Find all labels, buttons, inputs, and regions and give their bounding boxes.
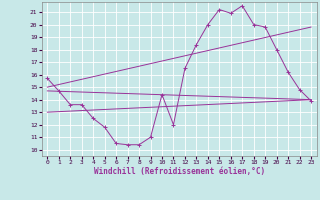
X-axis label: Windchill (Refroidissement éolien,°C): Windchill (Refroidissement éolien,°C) [94, 167, 265, 176]
